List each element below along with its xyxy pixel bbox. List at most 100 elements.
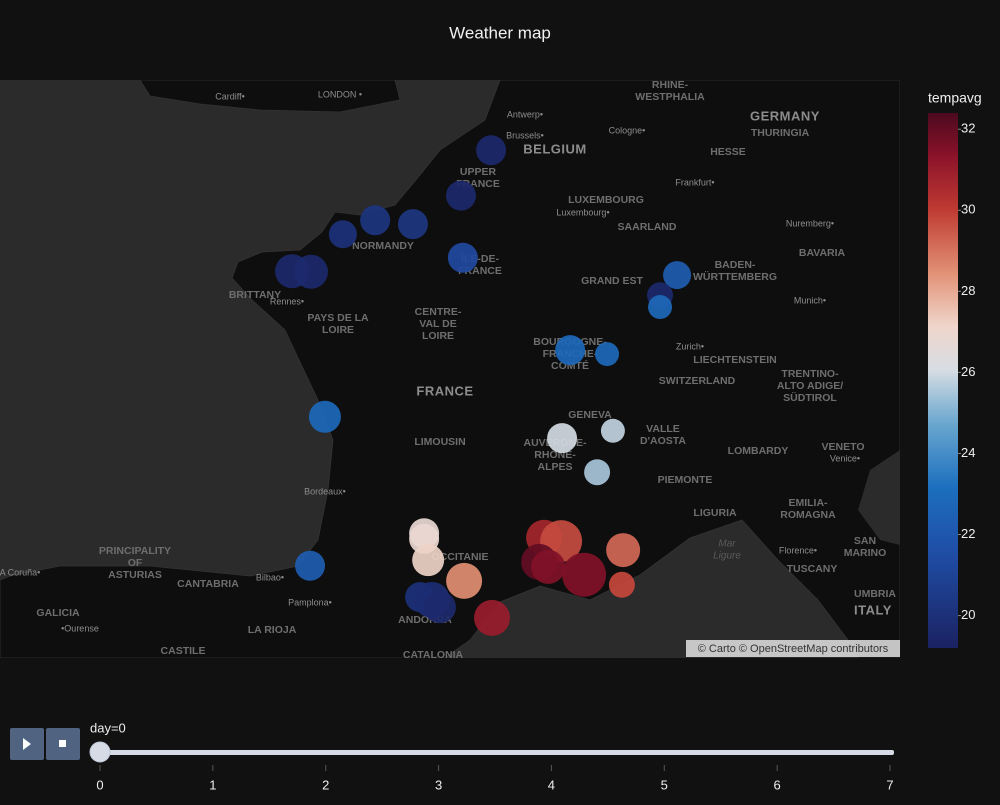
bubble [584,459,611,486]
slider-step-label: 4 [548,777,555,792]
map-label: Rennes• [270,296,304,306]
bubble [562,552,607,597]
map-label: BRITTANY [229,289,281,301]
map-label: GALICIA [36,607,80,619]
land [0,80,900,658]
map-label: Nuremberg• [786,218,834,228]
slider-step-label: 2 [322,777,329,792]
map-label: CANTABRIA [177,578,239,590]
map-label: Zurich• [676,341,704,351]
sea-adriatic [858,450,900,545]
attribution: © Carto © OpenStreetMap contributors [698,643,889,655]
bubble [308,400,341,433]
map-label: LOIRE [322,324,354,336]
map-label: LUXEMBOURG [568,194,644,206]
map-label: SAN [854,535,876,547]
map-label: MARINO [844,547,887,559]
bubble [608,571,635,598]
map-label: GERMANY [750,108,820,123]
map-label: Munich• [794,295,826,305]
map-label: NORMANDY [352,240,414,252]
bubble [595,342,620,367]
map-label: SWITZERLAND [659,375,736,387]
bubble [606,533,641,568]
colorbar-tick-label: 22 [961,526,975,541]
bubble [547,423,578,454]
colorbar-title: tempavg [928,90,982,106]
map-label: ASTURIAS [108,569,162,581]
map-label: WÜRTTEMBERG [693,270,777,283]
map-label: Cologne• [609,125,646,135]
bubble [555,335,586,366]
map-label: RHINE- [652,79,689,91]
map-label: PIEMONTE [658,474,713,486]
bubble [446,180,477,211]
map-label: WESTPHALIA [635,91,705,103]
slider-track[interactable] [96,750,894,755]
map-label: COMTÉ [551,359,589,372]
map-label: LIECHTENSTEIN [693,354,776,366]
map-label: Mar [718,539,736,550]
map-label: TUSCANY [787,563,838,575]
bubble [476,135,507,166]
map-label: LOMBARDY [728,445,789,457]
map-label: CENTRE- [415,306,462,318]
colorbar-tick-label: 20 [961,607,975,622]
stop-icon [59,740,66,747]
bubble [293,254,328,289]
map-label: BAVARIA [799,247,846,259]
map-label: PAYS DE LA [307,312,369,324]
colorbar [928,113,958,648]
bubble [648,295,673,320]
map-label: Luxembourg• [556,207,609,217]
bubble [412,544,445,577]
map-label: CASTILE [161,645,206,657]
bubble [423,591,456,624]
map-label: Bordeaux• [304,486,346,496]
bubble [295,550,326,581]
map-label: BELGIUM [523,141,586,156]
map-label: A Coruña• [0,567,40,577]
land-uk [139,80,401,113]
slider-handle[interactable] [89,741,111,763]
map-label: UMBRIA [854,588,896,600]
slider[interactable]: 0 1 2 3 4 5 6 7 [89,741,894,792]
map-label: Pamplona• [288,597,332,607]
colorbar-tick-label: 28 [961,283,975,298]
map-label: TRENTINO- [781,368,839,380]
slider-step-label: 0 [96,777,103,792]
map-label: Ligure [713,551,741,562]
colorbar-ticks: 20 22 24 26 28 30 32 [958,121,975,622]
map-label: LOIRE [422,330,454,342]
attribution-box [686,640,900,657]
colorbar-tick-label: 30 [961,202,975,217]
map[interactable]: LONDON •Cardiff•NORTHRHINE-WESTPHALIAGER… [0,67,900,661]
play-icon [23,738,31,750]
map-label: VALLE [646,423,680,435]
colorbar-tick-label: 26 [961,364,975,379]
map-label: FRANCE [416,383,473,398]
map-label: ALPES [537,461,572,473]
bubble [328,220,357,249]
slider-step-label: 1 [209,777,216,792]
map-label: Frankfurt• [675,177,714,187]
map-label: D'AOSTA [640,435,686,447]
map-label: Bilbao• [256,572,284,582]
map-label: GENEVA [568,409,612,421]
map-label: EMILIA- [788,497,828,509]
slider-step-label: 3 [435,777,442,792]
bubble [663,261,692,290]
bubble [447,242,478,273]
slider-step-label: 5 [661,777,668,792]
map-label: LIMOUSIN [414,436,465,448]
map-label: THURINGIA [751,127,810,139]
bubble [600,418,625,443]
bubbles[interactable] [275,135,692,636]
map-label: SÜDTIROL [783,391,837,404]
colorbar-tick-label: 32 [961,121,975,136]
bubble [360,205,391,236]
map-label: UPPER [460,166,497,178]
map-label: CATALONIA [403,649,464,661]
map-label: VAL DE [419,318,457,330]
